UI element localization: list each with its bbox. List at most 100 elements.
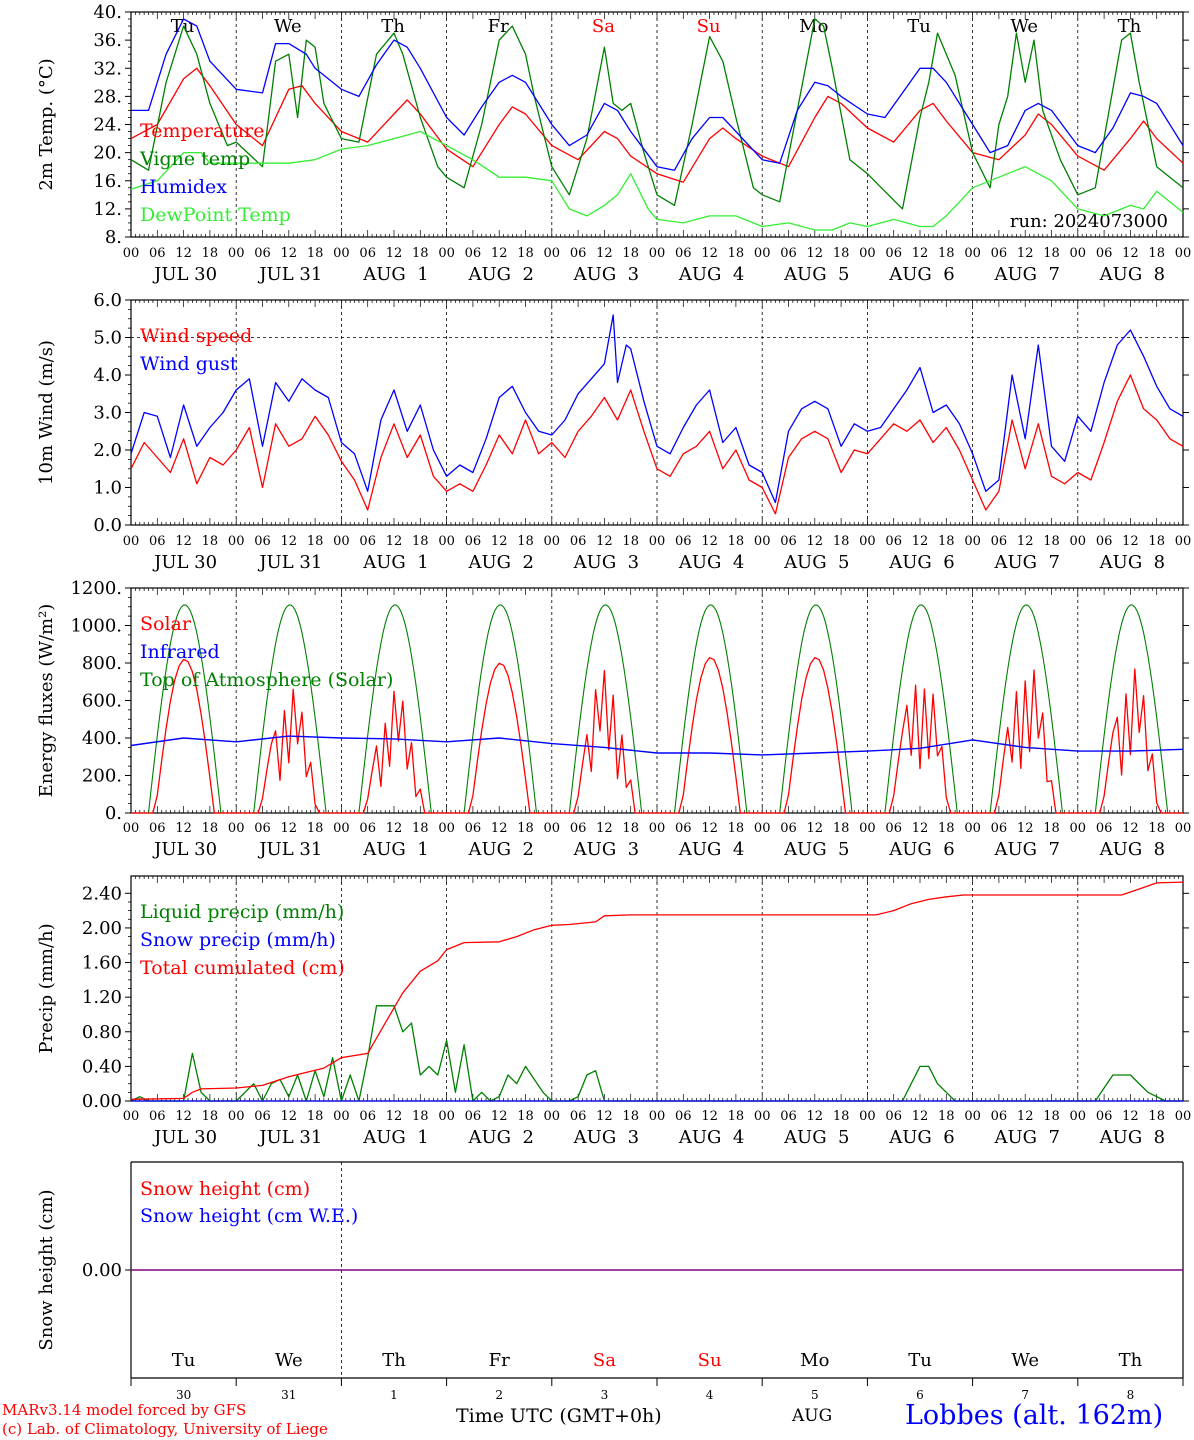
hour-tick-label: 12	[1017, 534, 1034, 549]
hour-tick-label: 18	[728, 534, 745, 549]
panel-energy: 00 06 12 18 JUL 30 00 06 12 18 JUL 31 00 06 12 18 AUG …	[36, 578, 1191, 860]
legend-entry: Solar	[140, 613, 192, 635]
day-date-label: AUG 2	[467, 264, 533, 285]
y-tick-label: 0.00	[82, 1260, 122, 1281]
dewpoint-temp-line	[130, 130, 1184, 231]
day-date-label: AUG 4	[678, 264, 744, 285]
hour-tick-label: 18	[728, 1109, 745, 1124]
y-tick-label: 800.	[82, 653, 122, 674]
y-tick-label: 200.	[82, 766, 122, 787]
day-date-label: JUL 30	[152, 552, 217, 573]
day-date-label: AUG 7	[993, 1127, 1059, 1148]
day-date-label: AUG 2	[467, 552, 533, 573]
hour-tick-label: 12	[596, 821, 613, 836]
hour-tick-label: 12	[491, 821, 508, 836]
hour-tick-label: 06	[885, 821, 902, 836]
day-date-label: AUG 1	[362, 1127, 428, 1148]
hour-tick-label: 18	[938, 1109, 955, 1124]
day-date-label: AUG 7	[993, 552, 1059, 573]
hour-tick-label: 12	[281, 246, 298, 261]
day-date-label: AUG 6	[888, 552, 954, 573]
month-label: AUG	[792, 1406, 833, 1426]
hour-tick-label: 00	[1070, 821, 1087, 836]
hour-tick-label: 06	[570, 534, 587, 549]
day-number-label: 6	[916, 1388, 924, 1402]
hour-tick-label: 12	[491, 534, 508, 549]
hour-tick-label: 06	[991, 1109, 1008, 1124]
hour-tick-label: 12	[1017, 1109, 1034, 1124]
hour-tick-label: 18	[622, 821, 639, 836]
hour-tick-label: 12	[701, 821, 718, 836]
hour-tick-label: 12	[596, 1109, 613, 1124]
weekday-label: Sa	[593, 1350, 616, 1371]
humidex-line	[131, 18, 1184, 171]
legend-entry: Vigne temp	[139, 148, 250, 170]
hour-tick-label: 06	[1096, 534, 1113, 549]
hour-tick-label: 00	[754, 534, 771, 549]
hour-tick-label: 00	[649, 246, 666, 261]
hour-tick-label: 12	[912, 1109, 929, 1124]
day-date-label: AUG 1	[362, 839, 428, 860]
y-tick-label: 8.	[105, 227, 122, 248]
hour-tick-label: 18	[412, 534, 429, 549]
day-date-label: AUG 2	[467, 839, 533, 860]
y-tick-label: 40.	[93, 2, 122, 23]
day-number-label: 31	[281, 1388, 296, 1402]
y-tick-label: 1.0	[93, 478, 122, 499]
hour-tick-label: 06	[149, 246, 166, 261]
hour-tick-label: 06	[570, 1109, 587, 1124]
y-tick-label: 1000.	[70, 616, 122, 637]
hour-tick-label: 00	[123, 821, 140, 836]
weekday-label: We	[1010, 16, 1038, 37]
day-date-label: AUG 6	[888, 839, 954, 860]
hour-tick-label: 06	[780, 821, 797, 836]
day-number-label: 7	[1021, 1388, 1029, 1402]
day-date-label: AUG 4	[678, 1127, 744, 1148]
hour-tick-label: 12	[1017, 246, 1034, 261]
panel-wind: 00 06 12 18 JUL 30 00 06 12 18 JUL 31 00 06 12 18 AUG …	[36, 290, 1191, 573]
hour-tick-label: 06	[359, 534, 376, 549]
hour-tick-label: 18	[938, 534, 955, 549]
hour-tick-label: 00	[964, 1109, 981, 1124]
hour-tick-label: 12	[386, 534, 403, 549]
hour-tick-label: 00	[228, 246, 245, 261]
panel-snow: Tu 30 We 31 Th 1 Fr 2 Sa 3 Su 4 Mo 5 Tu 6 We 7 Th 8 0.00 Snow…	[36, 1161, 1184, 1402]
hour-tick-label: 00	[123, 246, 140, 261]
hour-tick-label: 12	[386, 246, 403, 261]
hour-tick-label: 06	[359, 1109, 376, 1124]
weekday-label: Tu	[171, 16, 195, 37]
day-date-label: AUG 7	[993, 839, 1059, 860]
hour-tick-label: 18	[202, 534, 219, 549]
infrared-line	[130, 735, 1184, 756]
solar-line	[131, 656, 1183, 814]
legend-entry: Temperature	[140, 120, 264, 142]
credit-line-1: MARv3.14 model forced by GFS	[2, 1401, 247, 1419]
hour-tick-label: 00	[1175, 246, 1192, 261]
hour-tick-label: 18	[622, 1109, 639, 1124]
day-date-label: AUG 3	[573, 1127, 639, 1148]
hour-tick-label: 18	[307, 246, 324, 261]
hour-tick-label: 00	[544, 821, 561, 836]
hour-tick-label: 12	[807, 821, 824, 836]
day-date-label: AUG 4	[678, 839, 744, 860]
hour-tick-label: 00	[1070, 246, 1087, 261]
weekday-label: Th	[382, 1350, 406, 1371]
time-axis-label: Time UTC (GMT+0h)	[456, 1405, 662, 1427]
hour-tick-label: 00	[859, 534, 876, 549]
day-date-label: AUG 8	[1099, 552, 1165, 573]
weekday-label: Tu	[907, 16, 931, 37]
hour-tick-label: 06	[991, 534, 1008, 549]
y-tick-label: 1.60	[82, 953, 122, 974]
day-date-label: JUL 31	[257, 1127, 322, 1148]
hour-tick-label: 18	[1043, 246, 1060, 261]
hour-tick-label: 06	[149, 534, 166, 549]
hour-tick-label: 12	[807, 534, 824, 549]
hour-tick-label: 06	[675, 534, 692, 549]
hour-tick-label: 06	[149, 821, 166, 836]
legend-entry: Snow precip (mm/h)	[140, 929, 336, 951]
hour-tick-label: 18	[1148, 534, 1165, 549]
credit-line-2: (c) Lab. of Climatology, University of L…	[2, 1420, 328, 1438]
hour-tick-label: 12	[175, 534, 192, 549]
y-tick-label: 3.0	[93, 403, 122, 424]
